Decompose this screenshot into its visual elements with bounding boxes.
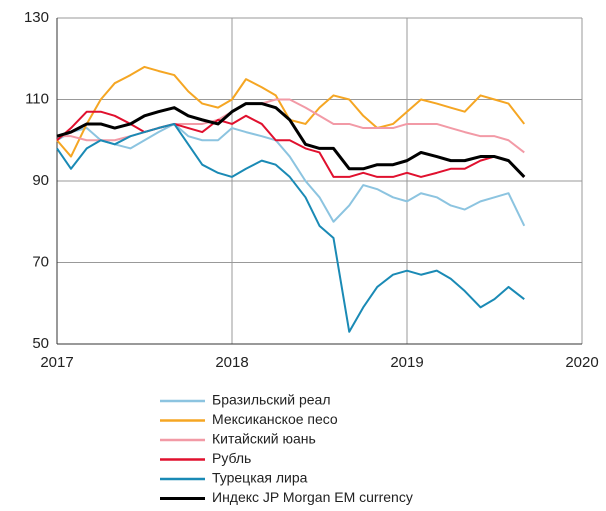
x-tick-label: 2017 [40, 354, 73, 371]
x-tick-label: 2020 [565, 354, 598, 371]
legend-label: Индекс JP Morgan EM currency [212, 489, 413, 505]
legend-label: Китайский юань [212, 431, 316, 447]
series-line [56, 122, 526, 227]
series-line [56, 122, 525, 333]
series-line [56, 110, 525, 178]
legend-label: Бразильский реал [212, 392, 331, 408]
y-tick-label: 50 [32, 335, 49, 352]
legend-label: Турецкая лира [212, 470, 308, 486]
y-tick-label: 90 [32, 172, 49, 189]
x-tick-label: 2018 [215, 354, 248, 371]
series-line [56, 102, 526, 178]
y-tick-label: 110 [25, 90, 49, 107]
x-tick-label: 2019 [390, 354, 423, 371]
legend-label: Мексиканское песо [212, 411, 338, 427]
legend-label: Рубль [212, 450, 251, 466]
series-line [56, 65, 526, 158]
y-tick-label: 70 [32, 253, 49, 270]
y-tick-label: 130 [24, 9, 49, 26]
